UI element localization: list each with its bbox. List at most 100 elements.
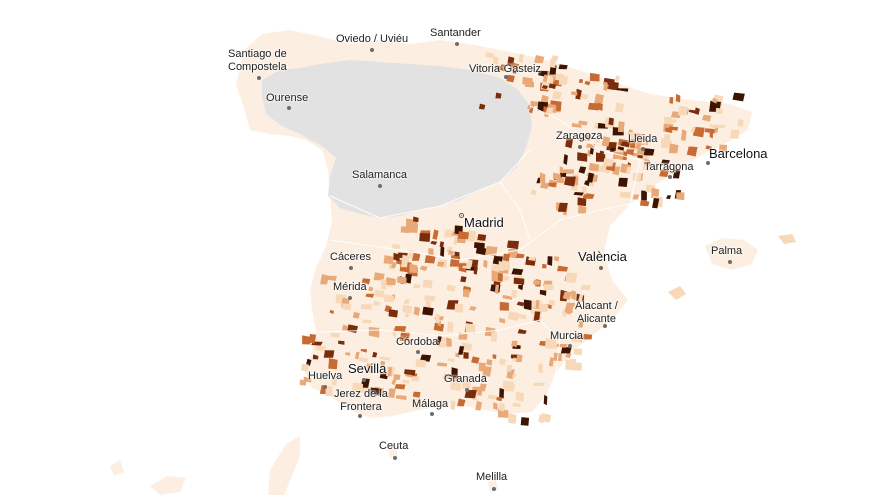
- municipality-patch: [539, 182, 550, 189]
- municipality-patch: [512, 402, 522, 408]
- city-label-line: Compostela: [228, 61, 287, 73]
- municipality-patch: [562, 169, 575, 174]
- municipality-patch: [587, 172, 595, 183]
- municipality-patch: [690, 127, 696, 133]
- municipality-patch: [660, 159, 671, 164]
- municipality-patch: [548, 83, 557, 89]
- municipality-patch: [496, 397, 502, 402]
- municipality-patch: [352, 311, 360, 319]
- municipality-patch: [485, 52, 495, 59]
- municipality-patch: [559, 166, 564, 174]
- municipality-patch: [614, 102, 625, 113]
- city-dot-tarragona: [668, 175, 672, 179]
- municipality-patch: [541, 84, 548, 90]
- region-borders: [315, 105, 677, 373]
- city-label-lleida: Lleida: [628, 133, 657, 146]
- city-label-line: Jerez de la: [334, 388, 388, 400]
- municipality-patch: [619, 191, 631, 199]
- municipality-patch: [577, 152, 588, 162]
- municipality-patch: [419, 233, 431, 242]
- municipality-patch: [455, 238, 466, 244]
- municipality-patch: [507, 413, 517, 424]
- municipality-patch: [513, 277, 525, 285]
- city-dot-caceres: [349, 266, 353, 270]
- municipality-patch: [380, 360, 386, 366]
- city-label-sevilla: Sevilla: [348, 361, 386, 376]
- municipality-patch: [675, 93, 681, 103]
- city-label-line: Huelva: [308, 370, 343, 382]
- municipality-patch: [508, 311, 520, 322]
- municipality-patch: [542, 74, 549, 83]
- municipality-patch: [498, 270, 509, 274]
- municipality-patch: [512, 69, 517, 74]
- municipality-patch: [330, 332, 341, 338]
- municipality-patch: [712, 97, 718, 104]
- municipality-patch: [655, 162, 665, 167]
- municipality-patch: [498, 402, 505, 412]
- municipality-patch: [433, 322, 445, 332]
- municipality-patch: [665, 127, 672, 134]
- municipality-patch: [422, 279, 433, 289]
- municipality-patch: [617, 146, 625, 151]
- municipality-patch: [538, 363, 543, 374]
- city-label-jerez: Jerez de la Frontera: [334, 388, 388, 414]
- municipality-patch: [565, 353, 572, 359]
- municipality-patch: [402, 379, 410, 384]
- municipality-patch: [564, 272, 578, 284]
- municipality-patch: [579, 134, 592, 142]
- municipality-patch: [555, 73, 563, 81]
- municipality-patch: [512, 357, 517, 363]
- municipality-patch: [566, 302, 576, 307]
- municipality-patch: [511, 340, 518, 348]
- municipality-patch: [477, 234, 487, 241]
- municipality-patch: [694, 107, 700, 115]
- municipality-patch: [379, 356, 391, 361]
- municipality-patch: [446, 337, 452, 347]
- municipality-patch: [393, 374, 401, 381]
- municipality-patch: [342, 324, 349, 331]
- municipality-patch: [388, 309, 398, 318]
- municipality-patch: [446, 284, 456, 292]
- municipality-patch: [362, 319, 372, 324]
- city-label-caceres: Cáceres: [330, 251, 371, 264]
- city-label-line: Frontera: [340, 401, 382, 413]
- city-label-line: Sevilla: [348, 361, 387, 376]
- municipality-patch: [457, 231, 470, 240]
- municipality-patch: [411, 376, 420, 382]
- municipality-patch: [578, 78, 584, 84]
- municipality-patch: [701, 114, 712, 122]
- city-label-line: Córdoba: [396, 336, 439, 348]
- municipality-patch: [686, 146, 698, 157]
- city-dot-vitoria: [504, 75, 508, 79]
- municipality-patch: [668, 143, 679, 154]
- municipality-patch: [450, 400, 456, 411]
- municipality-patch: [394, 325, 407, 332]
- municipality-patch: [320, 274, 329, 285]
- municipality-patch: [450, 381, 462, 392]
- canary-fragment-3: [110, 460, 124, 476]
- municipality-patch: [535, 300, 540, 309]
- municipality-patch: [436, 261, 445, 267]
- municipality-patch: [415, 359, 426, 368]
- city-label-ourense: Ourense: [266, 92, 308, 105]
- city-label-vitoria: Vitoria-Gasteiz: [469, 63, 541, 76]
- municipality-patch: [629, 139, 636, 149]
- municipality-patch: [499, 317, 506, 324]
- municipality-patch: [458, 345, 465, 355]
- municipality-patch: [391, 379, 397, 386]
- municipality-patch: [641, 190, 647, 201]
- municipality-patch: [578, 166, 587, 174]
- municipality-patch: [465, 323, 476, 335]
- municipality-patch: [299, 379, 307, 386]
- municipality-patch: [387, 388, 396, 398]
- municipality-patch: [548, 299, 555, 307]
- city-label-granada: Granada: [444, 373, 487, 386]
- city-label-line: Palma: [711, 245, 743, 257]
- menorca: [778, 234, 796, 244]
- municipality-patch: [527, 104, 533, 110]
- municipality-patch: [497, 264, 506, 272]
- municipality-patch: [509, 62, 520, 69]
- municipality-patch: [669, 96, 674, 104]
- municipality-patch: [352, 382, 364, 394]
